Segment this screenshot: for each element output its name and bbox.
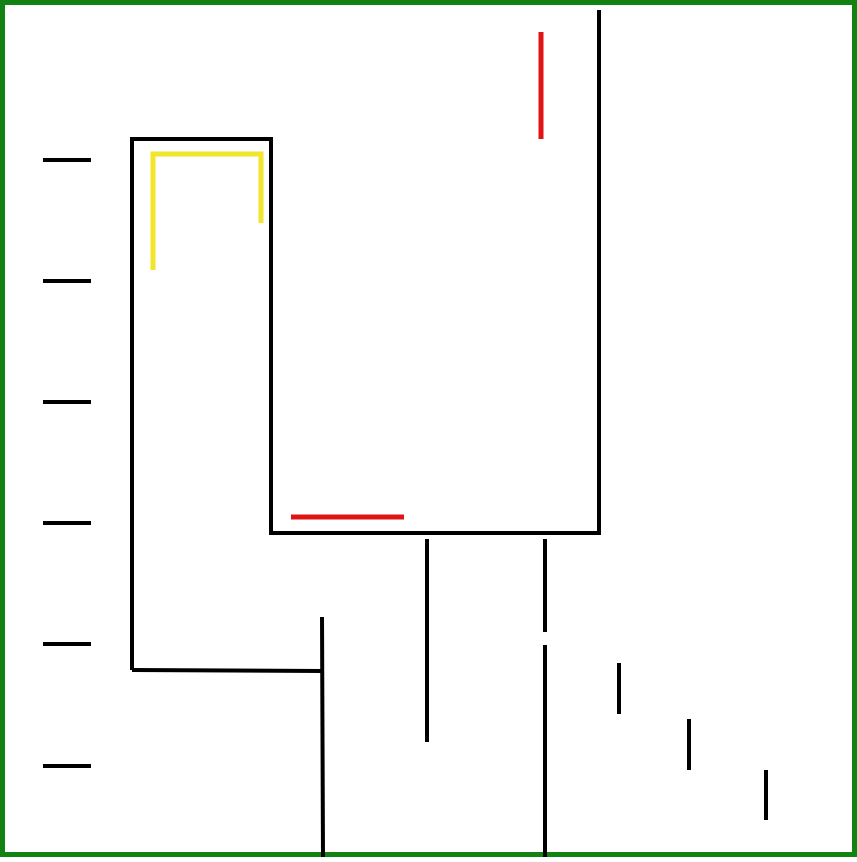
main-outline-path [130, 10, 601, 670]
left-tick-marks [43, 158, 91, 768]
yellow-marker [150, 151, 264, 270]
vertical-line-1 [320, 616, 325, 858]
diagram-svg [43, 10, 768, 858]
lower-connector-line [131, 668, 323, 673]
vertical-lines [320, 539, 768, 858]
